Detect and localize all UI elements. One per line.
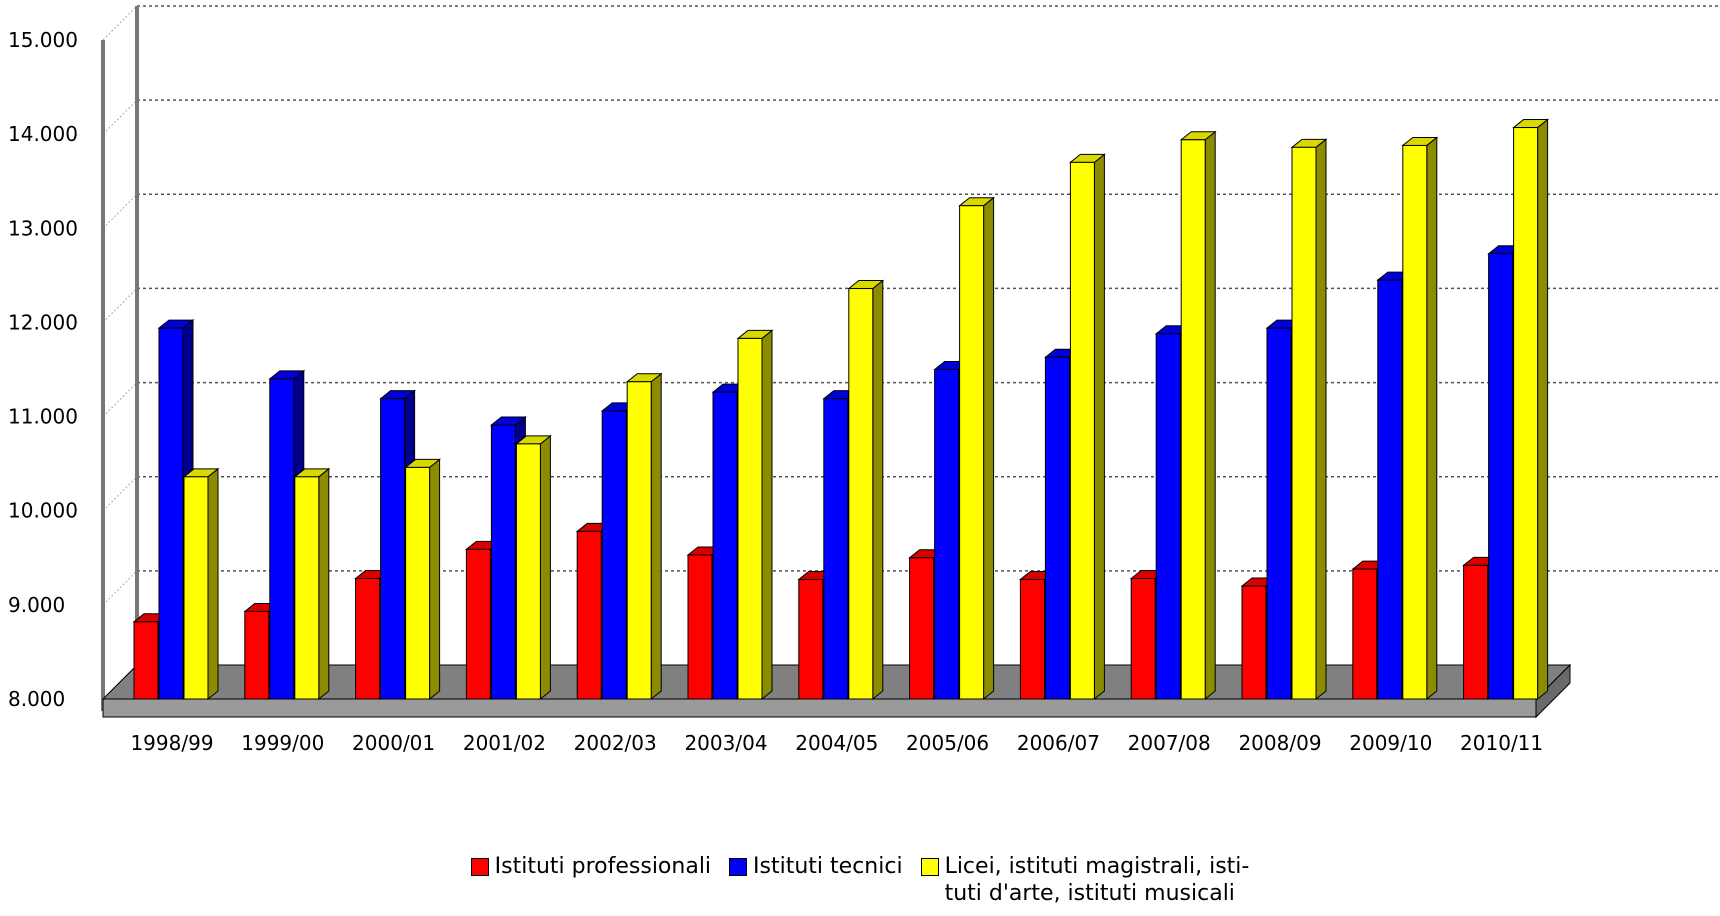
bar-3-2000-01 xyxy=(404,458,442,701)
side-guide-15000 xyxy=(102,5,138,41)
y-tick-label-11000: 11.000 xyxy=(8,405,78,429)
chart-legend: Istituti professionali Istituti tecnici … xyxy=(0,853,1720,907)
x-tick-label-2009-10: 2009/10 xyxy=(1349,731,1432,755)
side-guide-14000 xyxy=(102,99,138,135)
x-tick-label-2007-08: 2007/08 xyxy=(1128,731,1211,755)
bar-3-2007-08 xyxy=(1179,130,1217,701)
y-tick-label-15000: 15.000 xyxy=(8,28,78,52)
legend-swatch-series-3 xyxy=(920,858,939,876)
bar-3-2009-10 xyxy=(1401,136,1439,701)
x-tick-label-2008-09: 2008/09 xyxy=(1238,731,1321,755)
bar-3-2005-06 xyxy=(958,196,996,701)
y-tick-label-12000: 12.000 xyxy=(8,310,78,334)
side-guide-13000 xyxy=(102,193,138,229)
x-tick-label-2004-05: 2004/05 xyxy=(795,731,878,755)
bars xyxy=(132,118,1550,701)
chart-axes xyxy=(101,6,139,711)
y-tick-label-9000: 9.000 xyxy=(8,593,65,617)
side-guide-12000 xyxy=(102,288,138,323)
x-tick-labels: 1998/99 1999/00 2000/01 2001/02 2002/03 2003/… xyxy=(130,731,1543,755)
x-tick-label-2001-02: 2001/02 xyxy=(463,731,546,755)
y-tick-label-13000: 13.000 xyxy=(8,216,78,240)
legend-label-series-2: Istituti tecnici xyxy=(753,854,903,879)
x-tick-label-2002-03: 2002/03 xyxy=(574,731,657,755)
bar-3-2004-05 xyxy=(847,279,885,701)
y-tick-label-14000: 14.000 xyxy=(8,122,78,146)
legend-swatch-series-1 xyxy=(470,858,489,876)
bar-3-2003-04 xyxy=(736,329,774,701)
bar-3-2002-03 xyxy=(625,372,663,701)
x-tick-label-2006-07: 2006/07 xyxy=(1017,731,1100,755)
floor-side xyxy=(1535,663,1571,719)
x-tick-label-1999-00: 1999/00 xyxy=(241,731,324,755)
legend-item-series-2: Istituti tecnici xyxy=(729,853,903,880)
side-guide-10000 xyxy=(102,476,138,512)
gridlines xyxy=(102,5,1720,700)
bar-3-1998-99 xyxy=(182,467,220,701)
bar-3-1999-00 xyxy=(293,467,331,701)
x-tick-label-2005-06: 2005/06 xyxy=(906,731,989,755)
floor-front xyxy=(102,698,1537,718)
bar-3-2010-11 xyxy=(1512,118,1550,701)
x-tick-label-2003-04: 2003/04 xyxy=(684,731,767,755)
x-tick-label-2000-01: 2000/01 xyxy=(352,731,435,755)
legend-item-series-1: Istituti professionali xyxy=(470,853,712,880)
side-guide-9000 xyxy=(102,570,138,606)
y-tick-label-10000: 10.000 xyxy=(8,499,78,523)
y-tick-labels: 8.000 9.000 10.000 11.000 12.000 13.000 14.000… xyxy=(8,28,78,711)
legend-label-series-1: Istituti professionali xyxy=(494,854,712,879)
bar-3-2001-02 xyxy=(514,434,552,701)
bar-3-2008-09 xyxy=(1290,138,1328,701)
legend-swatch-series-2 xyxy=(729,858,748,876)
y-tick-label-8000: 8.000 xyxy=(8,687,65,711)
x-tick-label-1998-99: 1998/99 xyxy=(130,731,213,755)
legend-item-series-3: Licei, istituti magistrali, isti- tuti d… xyxy=(920,853,1250,907)
x-tick-label-2010-11: 2010/11 xyxy=(1460,731,1543,755)
legend-label-series-3: Licei, istituti magistrali, isti- tuti d… xyxy=(944,854,1250,906)
side-guide-11000 xyxy=(102,382,138,417)
bar-3-2006-07 xyxy=(1068,153,1106,701)
